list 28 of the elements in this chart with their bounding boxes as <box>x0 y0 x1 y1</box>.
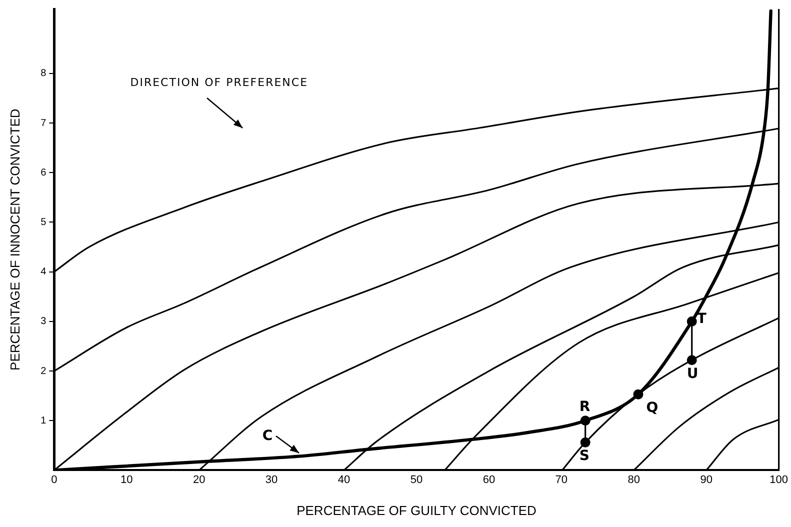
x-tick-label: 50 <box>410 474 423 486</box>
y-tick-label: 1 <box>40 415 47 426</box>
y-tick-label: 2 <box>40 366 47 377</box>
annotation: Q <box>646 400 658 416</box>
x-tick-label: 0 <box>51 474 58 486</box>
x-axis-title: PERCENTAGE OF GUILTY CONVICTED <box>296 502 536 518</box>
y-tick-label: 3 <box>40 316 47 328</box>
x-tick-label: 90 <box>700 474 712 486</box>
y-tick-label: 4 <box>40 266 47 278</box>
y-tick-label: 7 <box>40 118 47 129</box>
x-tick-label: 60 <box>482 474 496 486</box>
annotation: R <box>579 398 590 415</box>
x-tick-label: 40 <box>338 474 350 486</box>
annotation: DIRECTION OF PREFERENCE <box>130 76 308 89</box>
annotation: S <box>579 448 590 464</box>
x-tick-label: 80 <box>628 474 640 486</box>
y-tick-label: 5 <box>40 216 47 228</box>
x-tick-label: 70 <box>555 474 568 486</box>
x-tick-label: 20 <box>192 474 206 486</box>
x-tick-label: 100 <box>770 474 788 486</box>
y-axis-title: PERCENTAGE OF INNOCENT CONVICTED <box>7 108 22 370</box>
annotation: U <box>686 366 698 382</box>
annotation: C <box>262 428 273 444</box>
annotation: T <box>696 311 706 328</box>
y-tick-label: 6 <box>40 167 47 178</box>
x-tick-label: 10 <box>120 474 133 486</box>
y-tick-label: 8 <box>40 68 47 80</box>
x-tick-label: 30 <box>265 474 278 486</box>
